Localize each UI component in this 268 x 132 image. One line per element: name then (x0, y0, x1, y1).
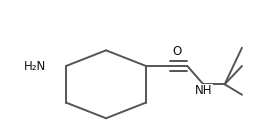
Text: H₂N: H₂N (24, 60, 46, 72)
Text: NH: NH (195, 84, 212, 97)
Text: O: O (172, 45, 181, 58)
